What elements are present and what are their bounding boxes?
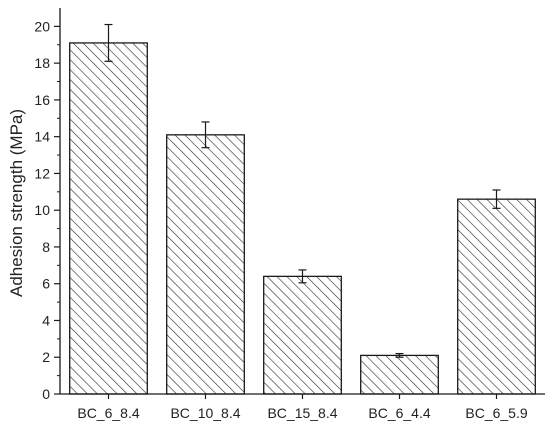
y-tick-label-0: 0: [42, 386, 50, 402]
bar-BC_6_4.4: [360, 354, 439, 395]
y-tick-label-6: 6: [42, 276, 50, 292]
bar-BC_10_8.4: [166, 134, 245, 395]
bar-BC_6_8.4: [69, 42, 148, 395]
bars-layer: [69, 42, 536, 395]
y-tick-label-2: 2: [42, 349, 50, 365]
y-tick-label-4: 4: [42, 312, 50, 328]
y-tick-label-8: 8: [42, 239, 50, 255]
error-bars-layer: [104, 23, 501, 358]
y-tick-label-20: 20: [34, 18, 50, 34]
x-tick-label-BC_6_4.4: BC_6_4.4: [368, 405, 430, 421]
y-tick-label-14: 14: [34, 129, 50, 145]
x-tick-label-BC_6_5.9: BC_6_5.9: [465, 405, 527, 421]
y-tick-label-18: 18: [34, 55, 50, 71]
x-tick-label-BC_10_8.4: BC_10_8.4: [170, 405, 240, 421]
x-tick-label-BC_6_8.4: BC_6_8.4: [77, 405, 139, 421]
y-tick-label-16: 16: [34, 92, 50, 108]
y-tick-label-12: 12: [34, 165, 50, 181]
y-tick-label-10: 10: [34, 202, 50, 218]
bar-BC_6_5.9: [457, 198, 536, 395]
x-tick-label-BC_15_8.4: BC_15_8.4: [267, 405, 337, 421]
bar-BC_15_8.4: [263, 275, 342, 395]
axes-layer: BC_6_8.4 BC_10_8.4 BC_15_8.4 BC_6_4.4 BC_6_5…: [34, 8, 545, 421]
y-axis-title: Adhesion strength (MPa): [7, 109, 26, 297]
